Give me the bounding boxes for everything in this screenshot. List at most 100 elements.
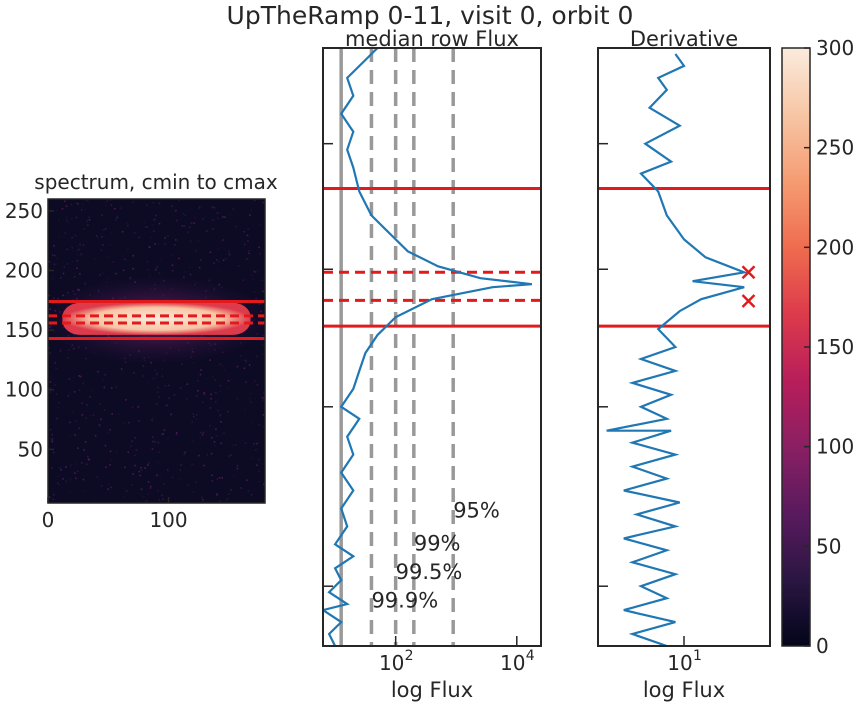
noise-pixel: [147, 268, 150, 271]
noise-pixel: [228, 253, 230, 255]
noise-pixel: [198, 239, 200, 242]
noise-pixel: [65, 480, 67, 483]
noise-pixel: [98, 423, 101, 426]
noise-pixel: [215, 392, 217, 394]
noise-pixel: [214, 444, 216, 447]
noise-pixel: [103, 386, 105, 388]
noise-pixel: [201, 496, 203, 499]
noise-pixel: [104, 408, 106, 411]
spectrum-bright-band: [62, 302, 251, 335]
colorbar-tick-label: 150: [816, 335, 854, 359]
noise-pixel: [154, 268, 157, 271]
noise-pixel: [61, 207, 64, 210]
noise-pixel: [68, 392, 71, 395]
derivative-series-line: [606, 53, 749, 646]
noise-pixel: [114, 219, 117, 221]
noise-pixel: [202, 218, 204, 220]
noise-pixel: [108, 483, 110, 485]
noise-pixel: [194, 250, 197, 252]
noise-pixel: [82, 382, 85, 385]
noise-pixel: [210, 452, 213, 455]
noise-pixel: [99, 424, 101, 427]
noise-pixel: [217, 217, 219, 220]
noise-pixel: [248, 397, 251, 400]
noise-pixel: [115, 386, 117, 388]
noise-pixel: [209, 424, 211, 427]
colorbar-ticks: 0 50 100 150 200 250 300: [804, 36, 854, 658]
median-flux-frame: [322, 47, 542, 647]
noise-pixel: [164, 385, 167, 387]
noise-pixel: [142, 365, 145, 367]
noise-pixel: [124, 258, 126, 261]
noise-pixel: [162, 498, 164, 501]
noise-pixel: [116, 450, 118, 453]
noise-pixel: [132, 254, 134, 257]
noise-pixel: [116, 216, 118, 219]
noise-pixel: [250, 493, 253, 496]
noise-pixel: [211, 480, 214, 482]
noise-pixel: [50, 438, 53, 441]
noise-pixel: [51, 439, 53, 442]
noise-pixel: [225, 258, 227, 260]
noise-pixel: [237, 264, 240, 267]
noise-pixel: [124, 466, 126, 469]
noise-pixel: [178, 199, 180, 201]
noise-pixel: [85, 417, 88, 419]
noise-pixel: [155, 403, 158, 406]
noise-pixel: [126, 490, 128, 492]
noise-pixel: [106, 199, 108, 202]
noise-pixel: [87, 455, 89, 458]
noise-pixel: [216, 478, 219, 481]
noise-pixel: [135, 449, 138, 451]
noise-pixel: [179, 469, 181, 471]
noise-pixel: [48, 268, 51, 270]
derivative-panel: Derivative 10 1 log Flux: [597, 27, 771, 702]
noise-pixel: [48, 294, 50, 297]
noise-pixel: [247, 250, 250, 252]
noise-pixel: [198, 207, 201, 209]
noise-pixel: [222, 259, 225, 261]
noise-pixel: [137, 406, 140, 408]
noise-pixel: [184, 271, 187, 273]
noise-pixel: [238, 399, 241, 402]
noise-pixel: [133, 232, 136, 234]
noise-pixel: [106, 201, 108, 203]
noise-pixel: [110, 387, 113, 389]
noise-pixel: [257, 270, 259, 273]
noise-pixel: [198, 454, 200, 457]
noise-pixel: [174, 244, 176, 246]
noise-pixel: [232, 208, 234, 211]
noise-pixel: [151, 448, 154, 450]
noise-pixel: [159, 474, 161, 476]
spectrum-title: spectrum, cmin to cmax: [34, 170, 278, 194]
noise-pixel: [57, 406, 59, 409]
median-flux-panel: median row Flux 10 2 10 4 95%99%99.5%99.9% …: [322, 27, 542, 702]
noise-pixel: [253, 443, 255, 445]
noise-pixel: [218, 500, 221, 502]
noise-pixel: [123, 496, 125, 498]
noise-pixel: [250, 457, 253, 460]
noise-pixel: [53, 451, 55, 454]
noise-pixel: [168, 397, 170, 399]
noise-pixel: [227, 387, 229, 390]
noise-pixel: [252, 278, 254, 280]
noise-pixel: [259, 253, 262, 255]
noise-pixel: [250, 422, 253, 425]
noise-pixel: [87, 458, 90, 460]
noise-pixel: [257, 441, 260, 444]
noise-pixel: [130, 445, 132, 447]
noise-pixel: [245, 360, 248, 363]
noise-pixel: [56, 417, 58, 420]
noise-pixel: [258, 246, 260, 249]
noise-pixel: [50, 467, 53, 470]
derivative-extraction-lines: [598, 187, 770, 328]
noise-pixel: [191, 421, 193, 423]
noise-pixel: [49, 352, 51, 354]
noise-pixel: [127, 451, 130, 453]
noise-pixel: [158, 202, 161, 205]
noise-pixel: [156, 461, 159, 463]
noise-pixel: [210, 393, 212, 396]
noise-pixel: [193, 415, 195, 418]
noise-pixel: [106, 277, 109, 280]
noise-pixel: [138, 236, 141, 239]
